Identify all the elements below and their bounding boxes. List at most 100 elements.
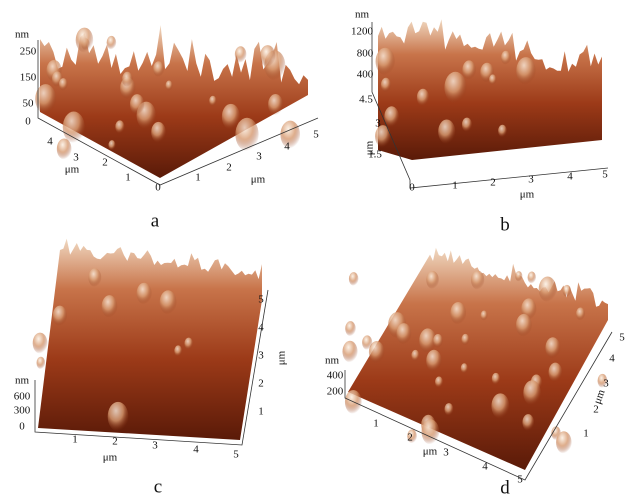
y-tick-label: 5	[258, 294, 264, 306]
surface	[378, 19, 602, 160]
surface-peak	[108, 402, 129, 432]
z-tick-label: 1200	[351, 26, 374, 38]
y-tick-label: 3	[73, 152, 79, 164]
panel-label: a	[151, 210, 160, 231]
surfaces	[33, 19, 608, 470]
z-tick-label: 300	[14, 405, 31, 417]
y-tick-label: 5	[517, 474, 523, 486]
x-tick-label: 2	[226, 162, 232, 174]
surface-peak	[411, 350, 419, 361]
surface-peak	[349, 272, 359, 286]
x-tick-label: 3	[603, 378, 609, 390]
y-tick-label: 4	[258, 322, 264, 334]
y-tick-label: 4	[47, 136, 53, 148]
surface-peak	[426, 271, 439, 289]
surface-peak	[376, 48, 395, 75]
y-tick-label: 2	[258, 378, 264, 390]
surface	[38, 239, 262, 440]
y-tick-label: 2	[407, 432, 413, 444]
y-unit: μm	[276, 350, 288, 365]
z-unit: nm	[15, 29, 30, 41]
surface-peak	[426, 350, 441, 372]
figure: anm2501505004321012345μmμmbnm12008004004…	[0, 0, 627, 498]
surface-peak	[498, 125, 507, 138]
x-tick-label: 2	[593, 404, 599, 416]
surface-peak	[115, 120, 124, 133]
x-tick-label: 5	[602, 169, 608, 181]
surface-peak	[260, 45, 275, 67]
surface-peak	[516, 314, 532, 337]
surface-peak	[184, 338, 193, 350]
surface-peak	[122, 72, 133, 87]
surface-peak	[492, 373, 500, 385]
x-tick-label: 1	[583, 428, 589, 440]
surface-peak	[489, 74, 496, 85]
y-tick-label: 3	[375, 118, 381, 130]
surface-peak	[438, 120, 455, 144]
x-unit: μm	[591, 388, 607, 406]
surface-peak	[36, 357, 45, 369]
y-tick-label: 4.5	[359, 94, 373, 106]
surface-peak	[107, 36, 117, 50]
surface-peak	[153, 61, 164, 77]
y-tick-label: 4	[482, 461, 488, 473]
surface-peak	[63, 111, 85, 143]
y-tick-label: 1	[258, 406, 264, 418]
surface-peak	[444, 403, 453, 416]
z-tick-label: 0	[25, 116, 31, 128]
x-tick-label: 5	[619, 332, 625, 344]
surface-peak	[102, 295, 118, 318]
x-tick-label: 1	[452, 180, 458, 192]
x-tick-label: 1	[72, 434, 78, 446]
surface-peak	[556, 431, 572, 453]
surface-peak	[165, 81, 172, 91]
surface-peak	[396, 323, 411, 344]
x-tick-label: 3	[152, 440, 158, 452]
surface-peak	[422, 419, 440, 444]
surface-peak	[381, 78, 391, 92]
x-tick-label: 0	[409, 182, 415, 194]
x-tick-label: 5	[313, 129, 319, 141]
y-unit: μm	[65, 164, 80, 176]
surface-peak	[362, 335, 372, 350]
surface-peak	[137, 283, 152, 305]
surface-peak	[59, 78, 68, 91]
surface-peak	[461, 334, 469, 345]
z-unit: nm	[355, 9, 370, 21]
surface-peak	[563, 285, 571, 297]
surface-peak	[481, 311, 488, 321]
y-tick-label: 1	[373, 418, 379, 430]
x-tick-label: 3	[256, 151, 262, 163]
z-tick-label: 50	[23, 98, 35, 110]
z-tick-label: 250	[20, 46, 37, 58]
surface-peak	[462, 118, 472, 132]
surface-peak	[88, 268, 101, 286]
x-tick-label: 2	[490, 177, 496, 189]
panel-label: d	[500, 477, 510, 498]
y-unit: μm	[423, 446, 438, 458]
z-tick-label: 200	[327, 386, 344, 398]
x-tick-label: 4	[284, 141, 290, 153]
z-tick-label: 600	[14, 391, 31, 403]
surface-peak	[160, 290, 177, 314]
x-tick-label: 1	[195, 172, 201, 184]
surface-peak	[444, 72, 466, 103]
surface-peak	[209, 96, 216, 107]
x-tick-label: 4	[567, 171, 573, 183]
surface-peak	[523, 380, 541, 405]
x-unit: μm	[520, 189, 535, 201]
surface-peak	[501, 51, 511, 65]
surface-peak	[268, 94, 283, 115]
surface-peak	[384, 106, 399, 127]
surface-peak	[471, 270, 484, 289]
y-tick-label: 2	[102, 157, 108, 169]
surface-peak	[151, 122, 166, 143]
x-unit: μm	[103, 452, 118, 464]
surface-peak	[462, 60, 476, 79]
surface-peak	[461, 363, 468, 373]
surface-peak	[108, 140, 115, 150]
x-tick-label: 5	[233, 449, 239, 461]
z-tick-label: 400	[327, 370, 344, 382]
surface-peak	[450, 302, 466, 324]
z-tick-label: 0	[19, 421, 25, 433]
